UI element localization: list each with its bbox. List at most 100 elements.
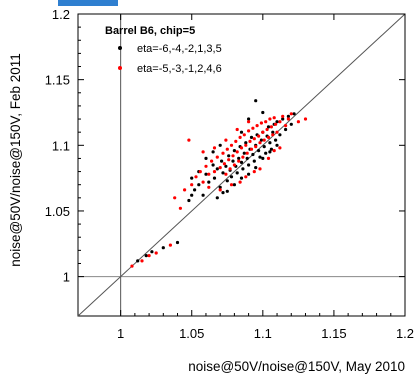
- data-point-black: [215, 196, 219, 200]
- data-point-red: [212, 170, 217, 174]
- data-point-black: [225, 189, 229, 193]
- data-point-red: [254, 145, 258, 149]
- data-point-black: [245, 156, 249, 160]
- data-point-black: [254, 166, 258, 170]
- data-point-red: [201, 180, 205, 184]
- data-point-red: [242, 133, 246, 137]
- data-point-red: [231, 154, 235, 158]
- data-point-red: [210, 159, 214, 163]
- legend-entry-black: eta=-6,-4,-2,1,3,5: [137, 43, 222, 55]
- x-tick-label: 1.2: [396, 326, 414, 341]
- data-point-black: [218, 185, 222, 189]
- data-point-red: [224, 172, 228, 176]
- data-point-red: [265, 127, 269, 132]
- data-point-black: [207, 180, 211, 184]
- data-point-black: [254, 99, 258, 103]
- data-point-black: [251, 152, 255, 157]
- data-point-red: [259, 121, 263, 125]
- data-point-red: [229, 183, 234, 187]
- data-point-red: [284, 124, 288, 128]
- data-point-black: [262, 145, 266, 149]
- data-point-red: [271, 133, 275, 137]
- x-tick-label: 1.15: [321, 326, 346, 341]
- data-point-red: [232, 163, 236, 167]
- data-point-black: [257, 149, 261, 153]
- x-axis-title: noise@50V/noise@150V, May 2010: [188, 359, 405, 374]
- data-point-black: [289, 122, 293, 126]
- data-point-black: [190, 176, 194, 180]
- data-point-black: [241, 167, 245, 171]
- data-point-red: [264, 120, 268, 124]
- diagonal-reference-line: [77, 13, 406, 317]
- data-point-black: [193, 188, 197, 192]
- data-point-black: [275, 120, 279, 124]
- data-point-black: [224, 164, 228, 168]
- data-point-black: [221, 171, 225, 175]
- data-point-red: [238, 135, 242, 139]
- y-tick-label: 1.2: [52, 7, 70, 22]
- data-point-red: [272, 149, 276, 153]
- data-point-red: [258, 167, 262, 171]
- data-point-black: [187, 198, 191, 203]
- data-point-red: [239, 146, 244, 150]
- data-point-red: [198, 170, 202, 174]
- data-point-red: [204, 164, 208, 168]
- data-point-red: [190, 183, 194, 187]
- data-point-black: [221, 191, 225, 195]
- data-point-black: [281, 117, 285, 121]
- data-point-red: [266, 135, 271, 139]
- data-point-red: [194, 175, 198, 179]
- data-point-black: [190, 193, 194, 197]
- data-point-red: [261, 130, 265, 134]
- data-point-red: [286, 117, 290, 121]
- data-point-black: [259, 138, 263, 142]
- data-point-black: [211, 150, 215, 154]
- data-point-red: [234, 139, 238, 143]
- header-accent-strip: [58, 0, 118, 6]
- legend-entry-red: eta=-5,-3,-1,2,4,6: [137, 63, 222, 75]
- data-point-black: [144, 254, 148, 258]
- data-point-red: [227, 158, 231, 162]
- data-point-red: [275, 130, 279, 134]
- data-point-red: [238, 180, 242, 184]
- data-point-black: [244, 141, 248, 145]
- data-point-black: [201, 193, 205, 197]
- x-axis-ticks: 1 1.05 1.1 1.15 1.2: [117, 14, 414, 341]
- data-point-red: [274, 122, 278, 126]
- data-point-black: [261, 110, 265, 115]
- data-point-black: [225, 179, 229, 183]
- data-point-red: [255, 124, 259, 128]
- data-point-red: [168, 243, 172, 247]
- data-point-red: [237, 159, 241, 163]
- data-point-red: [147, 254, 151, 258]
- data-point-red: [244, 175, 248, 179]
- data-point-black: [266, 125, 271, 129]
- data-point-red: [249, 147, 254, 151]
- data-point-red: [281, 114, 285, 118]
- data-point-red: [272, 116, 276, 120]
- data-point-black: [264, 151, 268, 155]
- data-point-black: [237, 156, 241, 160]
- data-point-red: [130, 264, 134, 268]
- data-point-black: [249, 135, 254, 139]
- data-point-black: [218, 143, 222, 147]
- data-point-black: [286, 114, 290, 118]
- data-point-red: [229, 143, 234, 147]
- data-point-red: [235, 127, 239, 132]
- data-point-red: [207, 172, 211, 176]
- data-points: [130, 99, 308, 268]
- data-point-red: [296, 120, 300, 124]
- data-point-black: [247, 163, 251, 167]
- data-point-red: [207, 185, 211, 189]
- legend-title: Barrel B6, chip=5: [105, 25, 195, 37]
- data-point-red: [244, 143, 248, 147]
- legend-marker-red: [118, 66, 122, 70]
- data-point-black: [227, 154, 231, 158]
- data-point-black: [232, 149, 236, 153]
- legend-marker-black: [118, 46, 122, 50]
- data-point-black: [232, 183, 236, 187]
- legend: Barrel B6, chip=5 eta=-6,-4,-2,1,3,5 eta…: [105, 25, 222, 75]
- data-point-red: [247, 129, 251, 133]
- data-point-black: [247, 117, 251, 121]
- data-point-red: [268, 117, 272, 121]
